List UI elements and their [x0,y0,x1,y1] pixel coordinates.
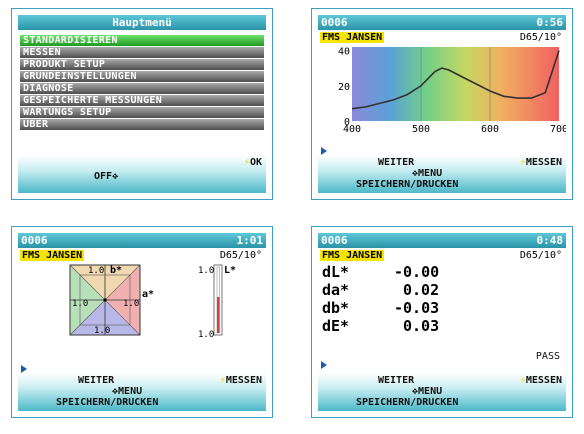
color-plot-screen: 0006 1:01 FMS JANSEN D65/10° 1.0 b* a* [18,233,266,411]
save-print-softkey[interactable]: SPEICHERN/DRUCKEN [356,397,459,408]
spectrum-panel: 0006 0:56 FMS JANSEN D65/10° 400 500 600 70… [311,8,573,200]
dl-value: -0.00 [394,263,440,281]
db-value: -0.03 [394,299,440,317]
next-softkey[interactable]: WEITER [378,157,415,168]
color-plot-panel: 0006 1:01 FMS JANSEN D65/10° 1.0 b* a* [11,226,273,418]
navigation-pad-icon: ✥ [112,171,119,182]
a-axis-label: a* [142,289,154,300]
softkey-bar: WEITER ⚡MESSEN ✥MENU SPEICHERN/DRUCKEN [318,373,566,411]
tick-top: 1.0 [88,266,104,276]
page-arrow-icon[interactable] [321,361,327,369]
page-arrow-icon[interactable] [21,365,27,373]
x-tick-label: 400 [343,124,361,135]
inner-square [79,274,131,326]
navigation-pad-icon: ✥ [412,386,419,397]
menu-item-standardisieren[interactable]: STANDARDISIEREN [20,35,264,46]
de-value: 0.03 [403,317,440,335]
next-softkey[interactable]: WEITER [378,375,415,386]
illuminant: D65/10° [519,32,562,43]
sample-point [103,298,107,302]
clock: 0:48 [536,234,564,247]
b-axis-label: b* [110,265,122,276]
bolt-icon: ⚡ [519,375,526,386]
color-difference-panel: 0006 0:48 FMS JANSEN D65/10° dL* -0.00 d… [311,226,573,418]
navigation-pad-icon: ✥ [112,386,119,397]
illuminant: D65/10° [219,250,262,261]
lightness-fill [217,297,220,333]
ab-color-plot: 1.0 b* a* 1.0 1.0 1.0 1.0 L* 1.0 [69,264,236,340]
measurement-id: 0006 [21,234,48,247]
sample-name: FMS JANSEN [20,250,85,261]
sample-name: FMS JANSEN [320,32,385,43]
spectrum-screen: 0006 0:56 FMS JANSEN D65/10° 400 500 600 70… [318,15,566,193]
navigation-pad-icon: ✥ [412,168,419,179]
bolt-icon: ⚡ [243,157,250,168]
spectrum-chart: 400 500 600 700 0 20 40 [338,47,566,135]
y-tick-label: 0 [344,117,350,128]
spectrum-background [352,47,559,121]
menu-item-gespeicherte-messungen[interactable]: GESPEICHERTE MESSUNGEN [20,95,264,106]
menu-item-diagnose[interactable]: DIAGNOSE [20,83,264,94]
db-label: db* [322,299,350,317]
reflectance-curve [351,50,560,110]
illuminant: D65/10° [519,250,562,261]
x-tick-label: 700 [550,124,566,135]
page-arrow-icon[interactable] [321,147,327,155]
x-tick-label: 600 [481,124,499,135]
l-tick-bottom: 1.0 [198,330,214,340]
save-print-softkey[interactable]: SPEICHERN/DRUCKEN [356,179,459,190]
menu-screen: Hauptmenü STANDARDISIEREN MESSEN PRODUKT… [18,15,266,193]
status-bar: 0006 0:48 [318,233,566,248]
ab-square [69,264,141,336]
menu-item-messen[interactable]: MESSEN [20,47,264,58]
measurement-id: 0006 [321,16,348,29]
menu-softkey[interactable]: ✥MENU [112,386,143,397]
bolt-icon: ⚡ [519,157,526,168]
clock: 0:56 [536,16,564,29]
menu-panel: Hauptmenü STANDARDISIEREN MESSEN PRODUKT… [11,8,273,200]
pass-status: PASS [535,351,560,362]
x-tick-label: 500 [412,124,430,135]
l-axis-label: L* [224,265,236,276]
status-bar: 0006 1:01 [18,233,266,248]
da-value: 0.02 [403,281,440,299]
main-menu: STANDARDISIEREN MESSEN PRODUKT SETUP GRU… [20,35,264,131]
dl-label: dL* [322,263,350,281]
measure-softkey[interactable]: ⚡MESSEN [519,375,562,386]
de-label: dE* [322,317,350,335]
menu-softkey[interactable]: ✥MENU [412,168,443,179]
save-print-softkey[interactable]: SPEICHERN/DRUCKEN [56,397,159,408]
measure-softkey[interactable]: ⚡MESSEN [519,157,562,168]
menu-item-ueber[interactable]: ÜBER [20,119,264,130]
title-bar: Hauptmenü [18,15,266,30]
bolt-icon: ⚡ [219,375,226,386]
measurement-id: 0006 [321,234,348,247]
da-label: da* [322,281,350,299]
softkey-bar: WEITER ⚡MESSEN ✥MENU SPEICHERN/DRUCKEN [318,155,566,193]
y-tick-label: 20 [338,82,350,93]
menu-item-produkt-setup[interactable]: PRODUKT SETUP [20,59,264,70]
next-softkey[interactable]: WEITER [78,375,115,386]
clock: 1:01 [236,234,264,247]
off-softkey[interactable]: OFF✥ [94,171,119,182]
menu-softkey[interactable]: ✥MENU [412,386,443,397]
color-difference-screen: 0006 0:48 FMS JANSEN D65/10° dL* -0.00 d… [318,233,566,411]
menu-item-grundeinstellungen[interactable]: GRUNDEINSTELLUNGEN [20,71,264,82]
menu-title: Hauptmenü [112,16,172,29]
tick-right: 1.0 [123,299,139,309]
l-tick-top: 1.0 [198,266,214,276]
tick-left: 1.0 [72,299,88,309]
softkey-bar: ⚡OK OFF✥ [18,155,266,193]
measure-softkey[interactable]: ⚡MESSEN [219,375,262,386]
tick-bottom: 1.0 [94,326,110,336]
y-tick-label: 40 [338,47,350,58]
softkey-bar: WEITER ⚡MESSEN ✥MENU SPEICHERN/DRUCKEN [18,373,266,411]
lightness-bar [213,264,223,336]
status-bar: 0006 0:56 [318,15,566,30]
ok-softkey[interactable]: ⚡OK [243,157,262,168]
sample-name: FMS JANSEN [320,250,385,261]
menu-item-wartungs-setup[interactable]: WARTUNGS SETUP [20,107,264,118]
